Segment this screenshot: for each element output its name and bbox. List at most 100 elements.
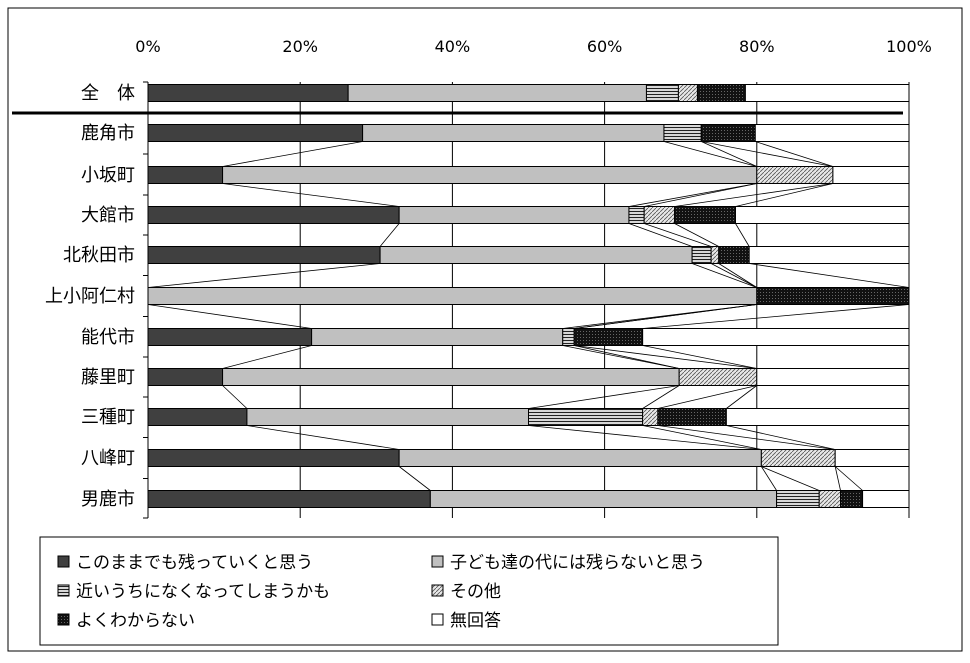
bar-segment bbox=[147, 84, 349, 102]
series-line bbox=[718, 263, 758, 288]
series-line bbox=[755, 141, 834, 167]
bar-segment bbox=[748, 246, 910, 264]
bar-segment bbox=[628, 206, 645, 224]
series-line bbox=[674, 223, 719, 247]
bar-segment bbox=[147, 368, 224, 386]
bar-segment bbox=[147, 328, 313, 346]
series-line bbox=[642, 345, 757, 369]
legend-swatch bbox=[57, 584, 70, 597]
bar-segment bbox=[691, 246, 712, 264]
bar-segment bbox=[700, 124, 756, 142]
bar-segment bbox=[677, 84, 698, 102]
legend-label: よくわからない bbox=[76, 611, 195, 631]
category-label: 男鹿市 bbox=[81, 489, 135, 510]
legend-swatch bbox=[431, 613, 444, 626]
series-line bbox=[222, 141, 363, 167]
series-line bbox=[834, 466, 841, 491]
category-label: 北秋田市 bbox=[63, 245, 135, 266]
bar-segment bbox=[147, 287, 758, 305]
x-tick-label: 80% bbox=[739, 37, 775, 56]
category-label: 大館市 bbox=[81, 205, 135, 226]
series-line bbox=[528, 425, 762, 450]
series-line bbox=[147, 263, 381, 288]
series-line bbox=[761, 466, 777, 491]
series-line bbox=[574, 345, 680, 369]
bar-segment bbox=[562, 328, 575, 346]
bar-segment bbox=[840, 490, 864, 508]
series-line bbox=[701, 141, 757, 167]
series-line bbox=[642, 385, 680, 409]
x-tick-label: 40% bbox=[435, 37, 471, 56]
bar-segment bbox=[642, 328, 910, 346]
series-line bbox=[379, 223, 400, 247]
series-line bbox=[644, 223, 712, 247]
series-line bbox=[222, 345, 312, 369]
series-line bbox=[528, 385, 680, 409]
bar-segment bbox=[643, 206, 676, 224]
bar-segment bbox=[832, 166, 910, 184]
legend-label: このままでも残っていくと思う bbox=[76, 553, 313, 573]
category-label: 八峰町 bbox=[81, 448, 135, 469]
legend-swatch bbox=[57, 613, 70, 626]
bar-segment bbox=[718, 246, 750, 264]
category-label: 上小阿仁村 bbox=[45, 286, 135, 307]
bar-segment bbox=[347, 84, 647, 102]
bar-segment bbox=[147, 490, 431, 508]
category-label: 小坂町 bbox=[81, 165, 135, 186]
bar-segment bbox=[744, 84, 910, 102]
series-line bbox=[657, 425, 836, 450]
legend-swatch bbox=[431, 555, 444, 568]
bars bbox=[147, 84, 910, 508]
series-line bbox=[726, 425, 836, 450]
bar-segment bbox=[528, 408, 644, 426]
series-line bbox=[642, 304, 910, 329]
bar-segment bbox=[776, 490, 820, 508]
category-label: 能代市 bbox=[81, 327, 135, 348]
category-label: 藤里町 bbox=[81, 367, 135, 388]
series-line bbox=[574, 304, 757, 329]
series-line bbox=[246, 425, 400, 450]
bar-segment bbox=[862, 490, 910, 508]
series-line bbox=[691, 263, 757, 288]
bar-segment bbox=[710, 246, 720, 264]
bar-segment bbox=[429, 490, 778, 508]
series-line bbox=[761, 466, 820, 491]
bar-segment bbox=[834, 449, 910, 467]
x-tick-labels: 0% 20% 40% 60% 80% 100% bbox=[135, 37, 932, 56]
bar-segment bbox=[696, 84, 746, 102]
bar-segment bbox=[642, 408, 659, 426]
series-line bbox=[644, 183, 757, 207]
bar-segment bbox=[657, 408, 727, 426]
bar-segment bbox=[756, 368, 910, 386]
series-line bbox=[735, 223, 750, 247]
series-line bbox=[628, 223, 693, 247]
series-line bbox=[222, 385, 248, 409]
category-label: 全 体 bbox=[81, 83, 135, 104]
x-tick-label: 0% bbox=[135, 37, 160, 56]
series-line bbox=[726, 385, 758, 409]
bar-segment bbox=[674, 206, 736, 224]
bar-segment bbox=[379, 246, 693, 264]
legend-swatch bbox=[431, 584, 444, 597]
bar-segment bbox=[147, 408, 248, 426]
series-line bbox=[674, 183, 833, 207]
legend-swatch bbox=[57, 555, 70, 568]
x-tick-label: 60% bbox=[587, 37, 623, 56]
bar-segment bbox=[222, 166, 758, 184]
legend-label: その他 bbox=[450, 582, 501, 602]
series-line bbox=[562, 345, 680, 369]
legend-label: 子ども達の代には残らないと思う bbox=[450, 553, 705, 573]
bar-segment bbox=[246, 408, 529, 426]
gridlines bbox=[12, 81, 910, 519]
bar-segment bbox=[311, 328, 564, 346]
series-line bbox=[222, 183, 400, 207]
series-line bbox=[628, 183, 757, 207]
category-label: 三種町 bbox=[81, 407, 135, 428]
bar-segment bbox=[147, 246, 381, 264]
bar-segment bbox=[734, 206, 910, 224]
series-line bbox=[642, 425, 762, 450]
bar-segment bbox=[725, 408, 910, 426]
legend-label: 近いうちになくなってしまうかも bbox=[76, 582, 330, 602]
